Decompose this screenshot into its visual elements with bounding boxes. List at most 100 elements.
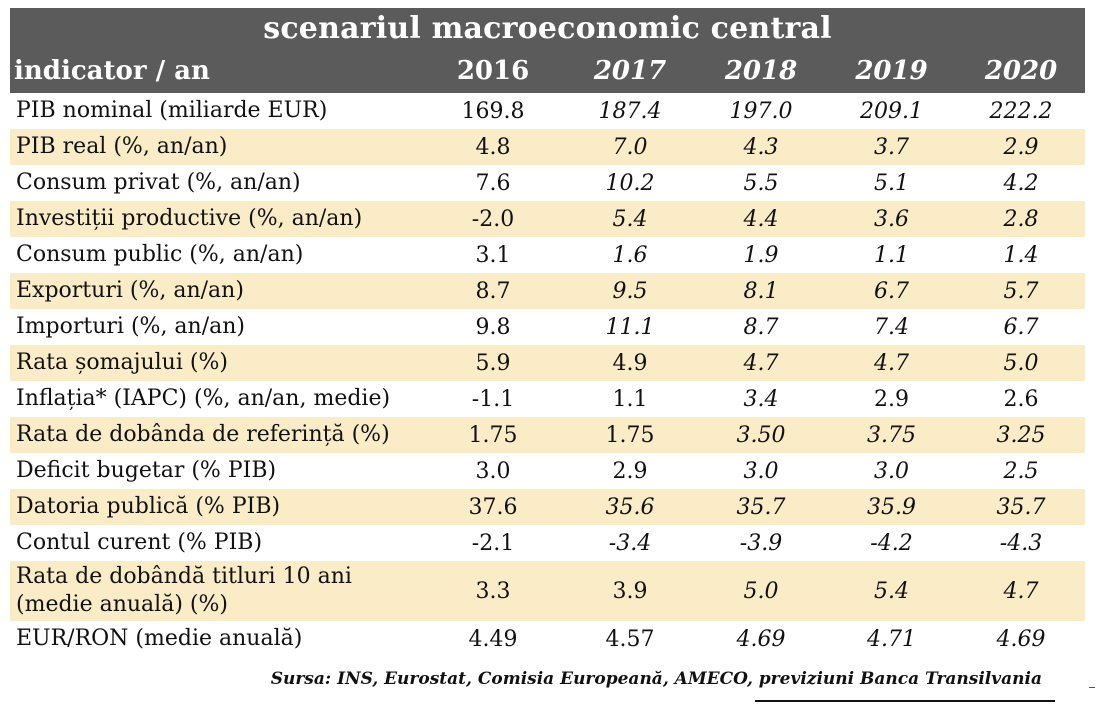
cell-2019: 35.9 (867, 494, 916, 520)
row-label: Exporturi (%, an/an) (16, 278, 244, 303)
cell-2017: -3.4 (608, 530, 652, 556)
row-label: Rata șomajului (%) (16, 350, 228, 375)
table-row: Rata șomajului (%) 5.9 4.9 4.7 4.7 5.0 (10, 345, 1085, 381)
macroeconomic-table: scenariul macroeconomic central indicato… (10, 8, 1085, 657)
cell-2019: 5.1 (874, 170, 909, 196)
cell-2020: 222.2 (989, 98, 1053, 124)
row-label: Contul curent (% PIB) (16, 530, 263, 555)
header-indicator-label: indicator / an (14, 56, 210, 86)
cell-2016: 3.1 (475, 242, 511, 268)
cell-2018: 5.0 (743, 578, 779, 604)
cell-2017: 9.5 (612, 278, 648, 304)
cell-2020: 2.9 (1003, 134, 1039, 160)
row-label: PIB nominal (miliarde EUR) (16, 98, 328, 123)
row-label: Investiții productive (%, an/an) (16, 206, 363, 231)
cell-2018: 197.0 (729, 98, 793, 124)
table-row: Exporturi (%, an/an) 8.7 9.5 8.1 6.7 5.7 (10, 273, 1085, 309)
cell-2019: 3.75 (867, 422, 916, 448)
cell-2018: 4.3 (743, 134, 779, 160)
cell-2019: 3.6 (874, 206, 909, 232)
cell-2020: 2.8 (1003, 206, 1039, 232)
table-row: Importuri (%, an/an) 9.8 11.1 8.7 7.4 6.… (10, 309, 1085, 345)
cell-2016: 3.0 (475, 458, 511, 484)
cell-2019: 7.4 (874, 314, 909, 340)
table-row: PIB real (%, an/an) 4.8 7.0 4.3 3.7 2.9 (10, 129, 1085, 165)
source-note: Sursa: INS, Eurostat, Comisia Europeană,… (270, 669, 1042, 689)
row-label: Consum privat (%, an/an) (16, 170, 301, 195)
cell-2016: -2.0 (471, 206, 515, 232)
cell-2018: 3.50 (736, 422, 786, 448)
cell-2018: 8.7 (743, 314, 779, 340)
table-row: EUR/RON (medie anuală) 4.49 4.57 4.69 4.… (10, 621, 1085, 657)
cell-2016: 5.9 (475, 350, 511, 376)
cell-2017: 5.4 (612, 206, 648, 232)
cell-2018: 4.7 (743, 350, 779, 376)
header-year-2020: 2020 (984, 56, 1058, 86)
cell-2020: 2.6 (1003, 386, 1039, 412)
row-label: Inflația* (IAPC) (%, an/an, medie) (16, 386, 391, 411)
cell-2018: 5.5 (743, 170, 779, 196)
cell-2017: 1.1 (612, 386, 648, 412)
cell-2018: 3.0 (743, 458, 779, 484)
table-row: Datoria publică (% PIB) 37.6 35.6 35.7 3… (10, 489, 1085, 525)
cell-2019: 4.7 (874, 350, 909, 376)
cell-2020: 4.2 (1003, 170, 1039, 196)
table-row: PIB nominal (miliarde EUR) 169.8 187.4 1… (10, 93, 1085, 129)
cell-2019: 209.1 (860, 98, 923, 124)
row-label: Consum public (%, an/an) (16, 242, 304, 267)
row-label-line: (medie anuală) (%) (16, 592, 228, 617)
cell-2019: 2.9 (874, 386, 909, 412)
cell-2019: 4.71 (867, 626, 916, 652)
cell-2016: 169.8 (461, 98, 525, 124)
cell-2016: 8.7 (475, 278, 511, 304)
header-year-2017: 2017 (593, 56, 667, 86)
cell-2017: 1.6 (612, 242, 648, 268)
table-row: Deficit bugetar (% PIB) 3.0 2.9 3.0 3.0 … (10, 453, 1085, 489)
table-row: Rata de dobânda de referință (%) 1.75 1.… (10, 417, 1085, 453)
row-label: Deficit bugetar (% PIB) (16, 458, 277, 483)
row-label: Importuri (%, an/an) (16, 314, 245, 339)
cell-2017: 11.1 (605, 314, 655, 340)
cell-2020: 3.25 (996, 422, 1046, 448)
cell-2019: 3.7 (874, 134, 909, 160)
cell-2018: 8.1 (743, 278, 779, 304)
cell-2018: 4.4 (743, 206, 779, 232)
cell-2019: 3.0 (874, 458, 909, 484)
row-label: Datoria publică (% PIB) (16, 494, 281, 519)
cell-2016: 4.49 (468, 626, 518, 652)
cell-2016: -1.1 (471, 386, 515, 412)
table-row: Consum privat (%, an/an) 7.6 10.2 5.5 5.… (10, 165, 1085, 201)
cell-2018: 1.9 (743, 242, 779, 268)
cell-2020: 4.69 (996, 626, 1046, 652)
row-label-line: Rata de dobândă titluri 10 ani (16, 564, 352, 589)
row-label: PIB real (%, an/an) (16, 134, 228, 159)
cell-2016: 3.3 (475, 578, 511, 604)
table-row: Consum public (%, an/an) 3.1 1.6 1.9 1.1… (10, 237, 1085, 273)
cell-2017: 1.75 (605, 422, 655, 448)
cell-2018: 35.7 (736, 494, 786, 520)
cell-2017: 7.0 (612, 134, 648, 160)
cell-2018: 4.69 (736, 626, 786, 652)
cell-2017: 187.4 (598, 98, 662, 124)
cell-2020: 4.7 (1003, 578, 1039, 604)
row-label: EUR/RON (medie anuală) (16, 626, 303, 651)
header-year-2019: 2019 (855, 56, 928, 86)
source-underline (755, 700, 1055, 702)
cell-2016: 1.75 (468, 422, 518, 448)
cell-2016: -2.1 (471, 530, 515, 556)
cell-2020: 2.5 (1003, 458, 1039, 484)
table-header-row: indicator / an 2016 2017 2018 2019 2020 (10, 49, 1085, 93)
cell-2017: 2.9 (612, 458, 648, 484)
table-row: Rata de dobândă titluri 10 ani (medie an… (10, 561, 1085, 621)
cell-2017: 3.9 (612, 578, 648, 604)
table-row: Inflația* (IAPC) (%, an/an, medie) -1.1 … (10, 381, 1085, 417)
cell-2016: 37.6 (468, 494, 518, 520)
cell-2019: 1.1 (874, 242, 909, 268)
cell-2020: 6.7 (1003, 314, 1039, 340)
cell-2017: 35.6 (605, 494, 655, 520)
row-label: Rata de dobândă titluri 10 ani (medie an… (10, 563, 422, 619)
row-label: Rata de dobânda de referință (%) (16, 422, 390, 447)
cell-2018: -3.9 (739, 530, 783, 556)
top-strip (0, 0, 1095, 8)
table-row: Investiții productive (%, an/an) -2.0 5.… (10, 201, 1085, 237)
